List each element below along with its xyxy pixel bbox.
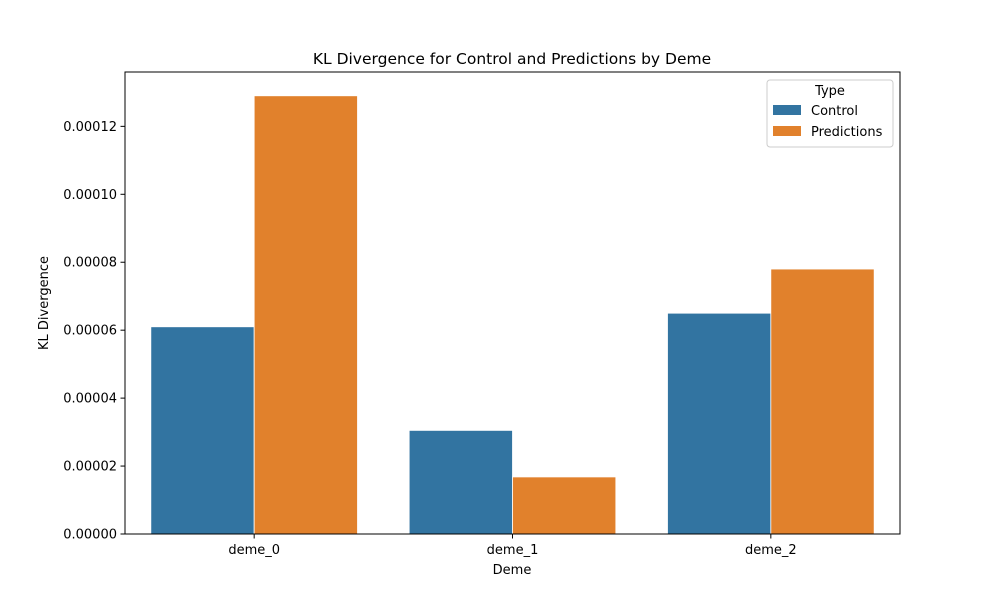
legend-label-predictions: Predictions [811, 125, 883, 140]
bar-control-deme_0 [150, 326, 255, 535]
x-axis-label: Deme [493, 563, 532, 578]
chart-title: KL Divergence for Control and Prediction… [313, 50, 711, 68]
y-tick-label: 0.00004 [63, 392, 117, 407]
y-tick-label: 0.00000 [63, 528, 117, 543]
x-tick-label: deme_1 [487, 543, 539, 558]
x-tick-label: deme_0 [228, 543, 280, 558]
bars-layer [150, 95, 875, 535]
bar-predictions-deme_1 [512, 476, 617, 535]
x-axis: deme_0 deme_1 deme_2 [228, 534, 797, 558]
legend-swatch-predictions [773, 126, 801, 136]
legend-items: Control Predictions [773, 104, 883, 140]
y-tick-label: 0.00008 [63, 256, 117, 271]
bar-control-deme_2 [667, 312, 772, 535]
y-axis: 0.00000 0.00002 0.00004 0.00006 0.00008 0.000… [63, 120, 125, 543]
y-tick-label: 0.00006 [63, 324, 117, 339]
bar-predictions-deme_2 [770, 268, 875, 535]
bar-predictions-deme_0 [253, 95, 358, 535]
y-tick-label: 0.00002 [63, 460, 117, 475]
y-tick-label: 0.00012 [63, 120, 117, 135]
bar-control-deme_1 [408, 429, 513, 535]
y-tick-label: 0.00010 [63, 188, 117, 203]
legend-label-control: Control [811, 104, 858, 119]
x-tick-label: deme_2 [745, 543, 797, 558]
legend: Type Control Predictions [766, 79, 894, 148]
legend-title: Type [814, 84, 845, 99]
y-axis-label: KL Divergence [37, 256, 52, 350]
legend-swatch-control [773, 105, 801, 115]
